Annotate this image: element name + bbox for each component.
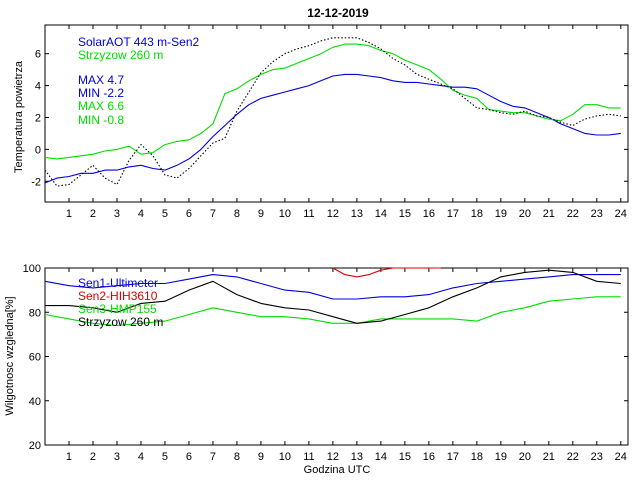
legend-sen1: Sen1-Ultimeter (78, 276, 158, 290)
x-tick-label: 9 (258, 451, 264, 463)
stat-min-solaraot: MIN -2.2 (78, 86, 124, 100)
humidity-panel: 1 2 3 4 5 6 7 8 9 10 11 12 13 14 15 16 17 18 19 20 21 22 23 242… (4, 263, 629, 476)
temperature-plot-frame (44, 24, 629, 203)
x-tick-label: 13 (351, 451, 363, 463)
x-tick-label: 20 (519, 208, 531, 220)
temperature-ticks: 1 2 3 4 5 6 7 8 9 10 11 12 13 14 15 16 17 18 19 20 21 22 23 24-… (31, 25, 628, 220)
x-tick-label: 12 (327, 208, 339, 220)
x-tick-label: 7 (210, 451, 216, 463)
series-line-reference-2 (44, 37, 621, 187)
series-line-strzyzow-260-m (45, 269, 621, 324)
x-tick-label: 6 (186, 208, 192, 220)
x-tick-label: 17 (447, 451, 459, 463)
x-tick-label: 11 (303, 451, 314, 463)
x-tick-label: 14 (375, 208, 387, 220)
series-line-sen2-hih3610 (332, 267, 441, 278)
x-tick-label: 20 (519, 451, 531, 463)
y-tick-label: 4 (35, 81, 41, 93)
x-tick-label: 22 (567, 208, 579, 220)
y-tick-label: 6 (35, 49, 41, 61)
x-tick-label: 22 (567, 451, 579, 463)
x-tick-label: 2 (90, 208, 96, 220)
x-tick-label: 1 (66, 451, 72, 463)
x-tick-label: 2 (90, 451, 96, 463)
temperature-panel: 1 2 3 4 5 6 7 8 9 10 11 12 13 14 15 16 17 18 19 20 21 22 23 24-… (13, 24, 629, 220)
x-tick-label: 6 (186, 451, 192, 463)
legend-strzyzow-rh: Strzyzow 260 m (78, 315, 163, 329)
series-line-strzyzow-260-m (44, 43, 621, 160)
legend-strzyzow: Strzyzow 260 m (78, 48, 163, 62)
x-tick-label: 5 (162, 451, 168, 463)
temperature-legend: SolarAOT 443 m-Sen2 Strzyzow 260 m MAX 4… (78, 35, 199, 127)
x-tick-label: 5 (162, 208, 168, 220)
stat-max-strzyzow: MAX 6.6 (78, 99, 124, 113)
legend-solaraot: SolarAOT 443 m-Sen2 (78, 35, 199, 49)
y-tick-label: -2 (31, 176, 41, 188)
x-tick-label: 3 (114, 208, 120, 220)
x-tick-label: 16 (423, 451, 435, 463)
x-tick-label: 15 (399, 208, 411, 220)
series-line-sen1-ultimeter (44, 274, 621, 300)
y-tick-label: 2 (35, 112, 41, 124)
x-tick-label: 7 (210, 208, 216, 220)
humidity-legend: Sen1-Ultimeter Sen2-HIH3610 Sen3-HMP155 … (78, 276, 163, 329)
x-tick-label: 4 (138, 208, 144, 220)
x-tick-label: 10 (279, 451, 291, 463)
humidity-y-label: Wilgotnosc wzgledna[%] (4, 296, 16, 415)
y-tick-label: 60 (29, 352, 41, 364)
y-tick-label: 20 (29, 440, 41, 452)
series-line-sen3-hmp155 (44, 296, 621, 327)
x-tick-label: 4 (138, 451, 144, 463)
x-tick-label: 17 (447, 208, 459, 220)
temperature-y-label: Temperatura powietrza (13, 60, 25, 173)
figure-title: 12-12-2019 (307, 6, 369, 20)
x-tick-label: 8 (234, 451, 240, 463)
x-tick-label: 18 (471, 208, 483, 220)
x-tick-label: 24 (615, 451, 627, 463)
y-tick-label: 0 (35, 144, 41, 156)
humidity-ticks: 1 2 3 4 5 6 7 8 9 10 11 12 13 14 15 16 17 18 19 20 21 22 23 242… (23, 263, 628, 463)
stat-max-solaraot: MAX 4.7 (78, 73, 124, 87)
x-tick-label: 21 (543, 451, 555, 463)
x-tick-label: 16 (423, 208, 435, 220)
x-tick-label: 12 (327, 451, 339, 463)
y-tick-label: 40 (29, 396, 41, 408)
x-tick-label: 13 (351, 208, 363, 220)
x-tick-label: 18 (471, 451, 483, 463)
x-tick-label: 21 (543, 208, 555, 220)
humidity-series (44, 267, 621, 327)
x-tick-label: 14 (375, 451, 387, 463)
y-tick-label: 100 (23, 263, 41, 275)
y-tick-label: 80 (29, 307, 41, 319)
x-tick-label: 23 (591, 451, 603, 463)
x-tick-label: 10 (279, 208, 291, 220)
x-tick-label: 15 (399, 451, 411, 463)
x-tick-label: 3 (114, 451, 120, 463)
x-tick-label: 23 (591, 208, 603, 220)
legend-sen2: Sen2-HIH3610 (78, 289, 158, 303)
x-tick-label: 11 (303, 208, 314, 220)
stat-min-strzyzow: MIN -0.8 (78, 113, 124, 127)
legend-sen3: Sen3-HMP155 (78, 302, 157, 316)
x-tick-label: 1 (66, 208, 72, 220)
x-tick-label: 24 (615, 208, 627, 220)
x-tick-label: 19 (495, 208, 507, 220)
humidity-x-label: Godzina UTC (304, 464, 371, 476)
x-tick-label: 9 (258, 208, 264, 220)
x-tick-label: 8 (234, 208, 240, 220)
series-line-solaraot-443-m-sen2 (44, 73, 621, 184)
x-tick-label: 19 (495, 451, 507, 463)
temperature-series (44, 37, 621, 187)
